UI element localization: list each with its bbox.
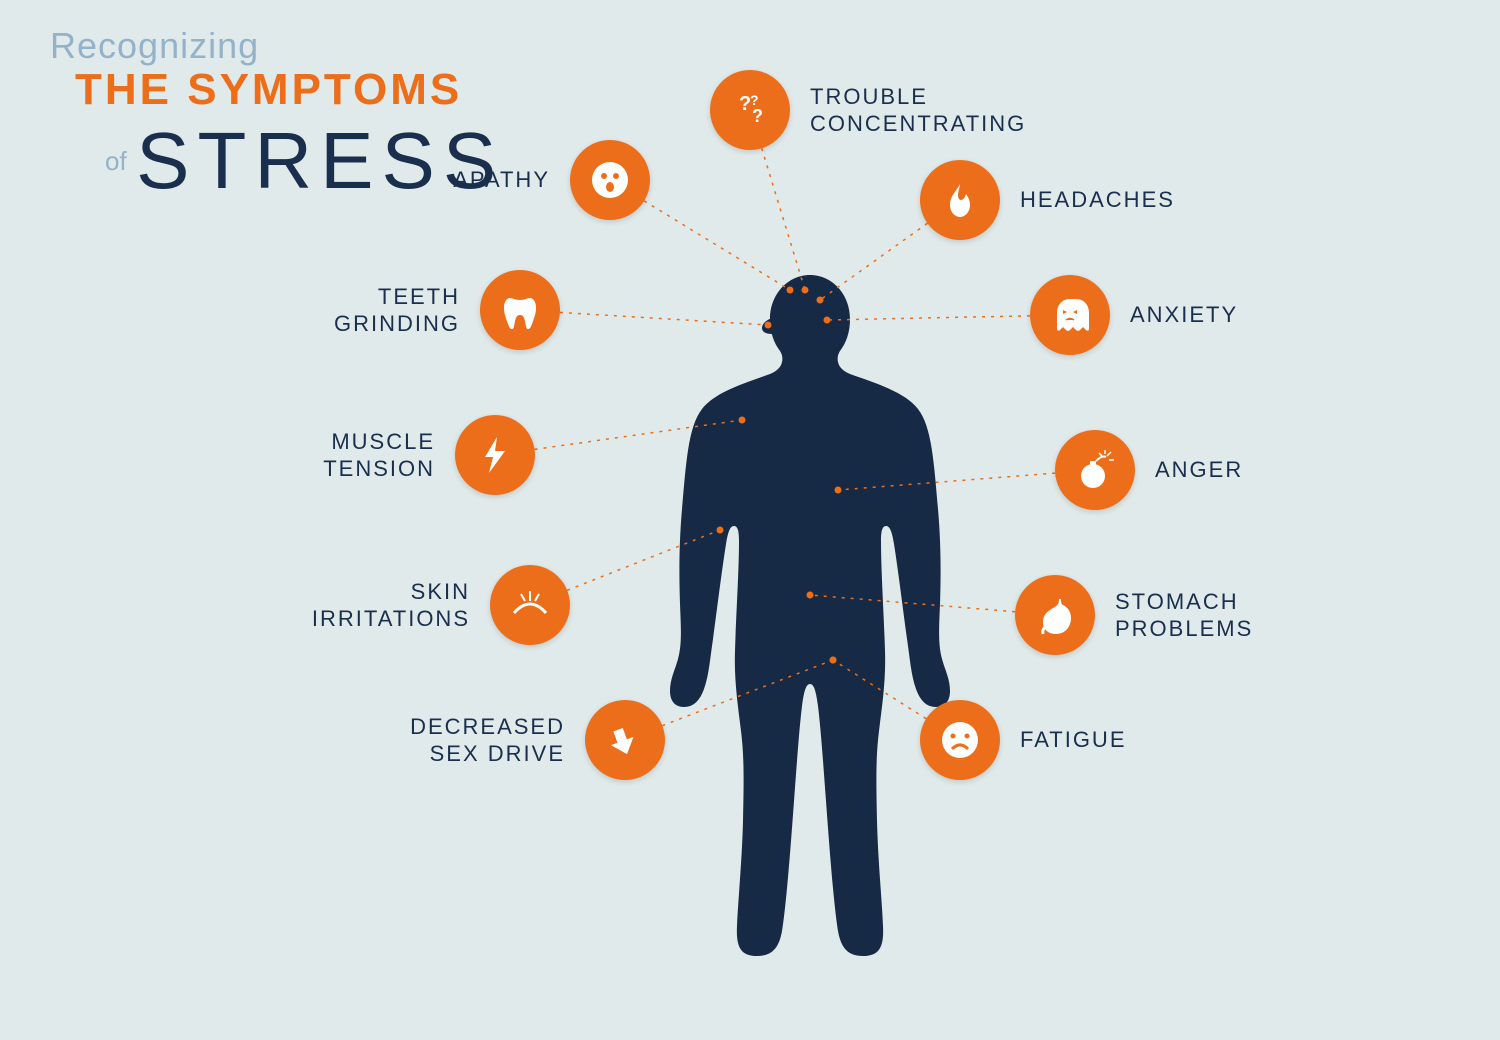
- title-recognizing: Recognizing: [50, 25, 504, 67]
- symptom-label: STOMACH PROBLEMS: [1115, 588, 1253, 643]
- symptom-decreased-sex-drive: DECREASED SEX DRIVE: [410, 700, 665, 780]
- symptom-stomach-problems: STOMACH PROBLEMS: [1015, 575, 1253, 655]
- down-arrow-icon: [585, 700, 665, 780]
- symptom-label: ANXIETY: [1130, 301, 1238, 329]
- symptom-fatigue: FATIGUE: [920, 700, 1127, 780]
- symptom-label: MUSCLE TENSION: [323, 428, 435, 483]
- body-silhouette: [670, 275, 950, 956]
- title-of: of: [105, 146, 127, 177]
- symptom-anxiety: ANXIETY: [1030, 275, 1238, 355]
- symptom-label: HEADACHES: [1020, 186, 1175, 214]
- tooth-icon: [480, 270, 560, 350]
- bomb-icon: [1055, 430, 1135, 510]
- ghost-icon: [1030, 275, 1110, 355]
- symptom-label: DECREASED SEX DRIVE: [410, 713, 565, 768]
- symptom-muscle-tension: MUSCLE TENSION: [323, 415, 535, 495]
- apathy-face-icon: [570, 140, 650, 220]
- title-symptoms: THE SYMPTOMS: [75, 65, 504, 115]
- lightning-icon: [455, 415, 535, 495]
- symptom-skin-irritations: SKIN IRRITATIONS: [312, 565, 570, 645]
- flame-icon: [920, 160, 1000, 240]
- sad-face-icon: [920, 700, 1000, 780]
- symptom-anger: ANGER: [1055, 430, 1243, 510]
- title-block: Recognizing THE SYMPTOMS of STRESS: [50, 25, 504, 207]
- symptom-label: ANGER: [1155, 456, 1243, 484]
- symptom-trouble-concentrating: TROUBLE CONCENTRATING: [710, 70, 1026, 150]
- symptom-label: FATIGUE: [1020, 726, 1127, 754]
- title-stress: STRESS: [136, 115, 504, 207]
- stomach-icon: [1015, 575, 1095, 655]
- symptom-teeth-grinding: TEETH GRINDING: [334, 270, 560, 350]
- irritation-icon: [490, 565, 570, 645]
- symptom-label: TEETH GRINDING: [334, 283, 460, 338]
- symptom-apathy: APATHY: [453, 140, 650, 220]
- symptom-label: SKIN IRRITATIONS: [312, 578, 470, 633]
- symptom-label: APATHY: [453, 166, 550, 194]
- symptom-headaches: HEADACHES: [920, 160, 1175, 240]
- symptom-label: TROUBLE CONCENTRATING: [810, 83, 1026, 138]
- question-marks-icon: [710, 70, 790, 150]
